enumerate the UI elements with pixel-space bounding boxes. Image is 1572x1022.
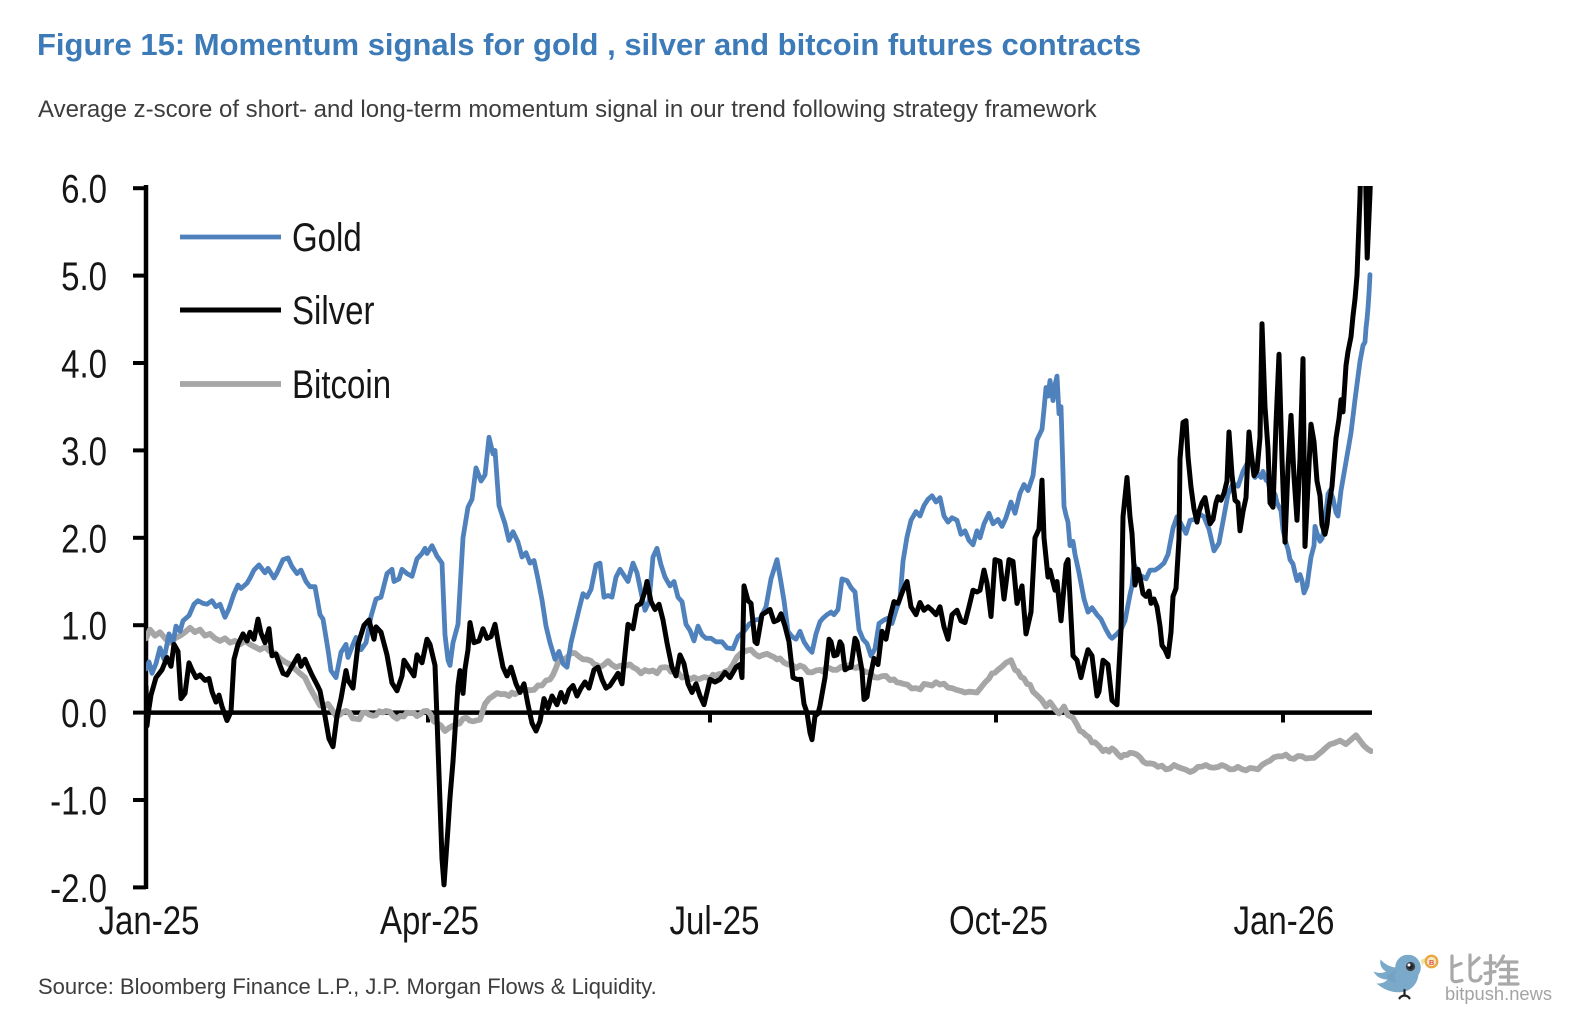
svg-text:Bitcoin: Bitcoin (292, 363, 391, 407)
svg-text:Apr-25: Apr-25 (380, 899, 479, 943)
svg-text:5.0: 5.0 (61, 255, 107, 299)
svg-text:Gold: Gold (292, 216, 362, 260)
svg-text:0.0: 0.0 (61, 692, 107, 736)
svg-text:6.0: 6.0 (61, 168, 107, 212)
svg-text:Jul-25: Jul-25 (670, 899, 760, 943)
svg-text:ʙ: ʙ (1429, 957, 1435, 967)
svg-text:bitpush.news: bitpush.news (1445, 983, 1552, 1004)
svg-text:Silver: Silver (292, 289, 375, 333)
svg-text:-2.0: -2.0 (50, 867, 107, 911)
svg-text:Jan-26: Jan-26 (1234, 899, 1335, 943)
svg-text:3.0: 3.0 (61, 430, 107, 474)
svg-text:Jan-25: Jan-25 (99, 899, 200, 943)
svg-text:Oct-25: Oct-25 (949, 899, 1048, 943)
svg-text:-1.0: -1.0 (50, 780, 107, 824)
svg-text:4.0: 4.0 (61, 343, 107, 387)
svg-text:1.0: 1.0 (61, 605, 107, 649)
svg-text:2.0: 2.0 (61, 517, 107, 561)
